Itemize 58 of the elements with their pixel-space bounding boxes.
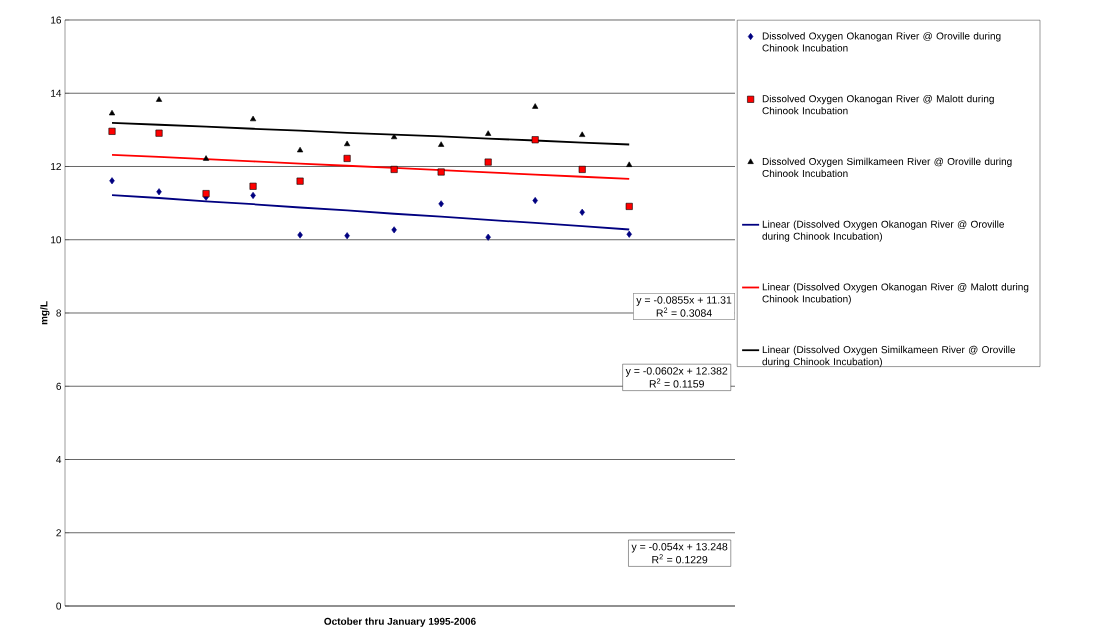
annotation: y = -0.0602x + 12.382 [625, 367, 728, 377]
point [155, 96, 163, 102]
line-series [111, 153, 631, 180]
point [155, 129, 163, 137]
y-tick-label: 6 [56, 382, 62, 390]
point [109, 177, 115, 185]
point [108, 127, 116, 135]
annotation: R$^{2}$ = 0.1159 [649, 378, 704, 388]
y-tick-label: 16 [51, 16, 62, 24]
legend-label: Dissolved Oxygen Okanogan River @ Oroville during Chinook Incubation [762, 32, 1001, 52]
x-axis-title: October thru January 1995-2006 [324, 617, 476, 627]
point [626, 230, 632, 238]
text: R$^{2}$ = 0.3084 [656, 307, 712, 317]
point [532, 103, 539, 109]
point [391, 226, 397, 234]
point [485, 233, 491, 241]
point [531, 136, 539, 144]
point [344, 140, 351, 147]
legend-label: Linear (Dissolved Oxygen Okanogan River @ Oroville during Chinook Incubation) [762, 220, 1004, 242]
point [297, 231, 303, 239]
point [437, 168, 445, 176]
legend-label: Dissolved Oxygen Similkameen River @ Oroville during Chinook Incubation [762, 157, 1012, 177]
point [625, 202, 633, 210]
y-tick-label: 12 [51, 163, 61, 170]
y-tick-label: 4 [56, 456, 62, 463]
point [438, 141, 445, 147]
point [579, 131, 586, 137]
point [532, 197, 538, 205]
point [250, 191, 256, 199]
point [296, 177, 304, 185]
line-series [111, 122, 631, 146]
point [344, 232, 350, 240]
y-tick-label: 2 [56, 529, 61, 537]
point [249, 182, 257, 190]
point [297, 146, 304, 153]
annotation: y = -0.054x + 13.248 [631, 542, 728, 553]
point [485, 130, 492, 136]
y-tick-label: 0 [56, 602, 62, 610]
point [626, 161, 633, 167]
legend-label: Dissolved Oxygen Okanogan River @ Malott during Chinook Incubation [762, 94, 994, 115]
point [250, 115, 257, 122]
point [202, 155, 210, 161]
y-axis-title: mg/L [40, 301, 50, 325]
point [578, 165, 586, 173]
point [156, 188, 162, 196]
y-tick-label: 10 [51, 236, 62, 244]
annotation: y = -0.0855x + 11.31 [636, 296, 732, 306]
point [579, 208, 585, 216]
y-tick-label: 8 [56, 309, 62, 317]
point [390, 165, 398, 173]
point [108, 109, 116, 116]
point [484, 158, 492, 166]
point [438, 200, 444, 208]
annotation: R$^{2}$ = 0.1229 [652, 554, 708, 564]
legend-label: Linear (Dissolved Oxygen Similkameen River @ Oroville during Chinook Incubation) [762, 345, 1016, 368]
y-tick-label: 14 [51, 89, 62, 97]
legend-label: Linear (Dissolved Oxygen Okanogan River @ Malott during Chinook Incubation) [762, 283, 1029, 305]
point [343, 154, 351, 162]
